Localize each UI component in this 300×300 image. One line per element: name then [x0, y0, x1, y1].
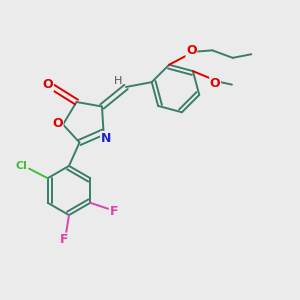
- Text: H: H: [113, 76, 122, 86]
- Text: O: O: [43, 78, 53, 91]
- Text: F: F: [110, 205, 118, 218]
- Text: Cl: Cl: [16, 160, 28, 171]
- Text: O: O: [186, 44, 196, 57]
- Text: O: O: [210, 77, 220, 90]
- Text: O: O: [52, 117, 63, 130]
- Text: F: F: [60, 233, 69, 246]
- Text: N: N: [101, 131, 111, 145]
